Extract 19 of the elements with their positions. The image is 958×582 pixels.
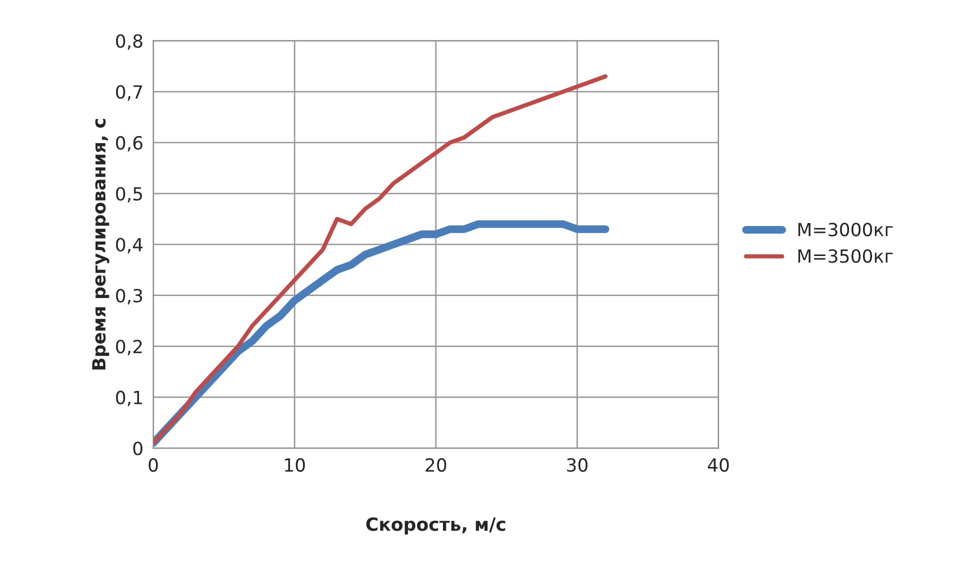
y-axis-title: Время регулирования, с xyxy=(92,118,110,370)
line-series xyxy=(153,74,608,446)
y-tick-label: 0,6 xyxy=(116,136,142,152)
legend-label: M=3500кг xyxy=(798,249,893,263)
y-tick-label: 0,7 xyxy=(116,85,142,101)
y-tick-label: 0,3 xyxy=(116,288,142,304)
y-tick-label: 0,8 xyxy=(116,34,142,50)
legend-label: M=3000кг xyxy=(798,222,893,236)
x-tick-label: 40 xyxy=(708,458,729,472)
x-tick-label: 30 xyxy=(567,458,588,472)
y-tick-label: 0,1 xyxy=(116,390,142,406)
y-tick-label: 0 xyxy=(133,442,142,456)
x-tick-label: 0 xyxy=(148,458,158,472)
x-tick-label: 20 xyxy=(426,458,446,472)
y-tick-label: 0,2 xyxy=(116,340,142,356)
x-tick-label: 10 xyxy=(285,458,305,472)
y-tick-label: 0,4 xyxy=(116,238,143,254)
y-tick-label: 0,5 xyxy=(116,186,142,202)
x-axis-title: Скорость, м/с xyxy=(366,517,506,534)
